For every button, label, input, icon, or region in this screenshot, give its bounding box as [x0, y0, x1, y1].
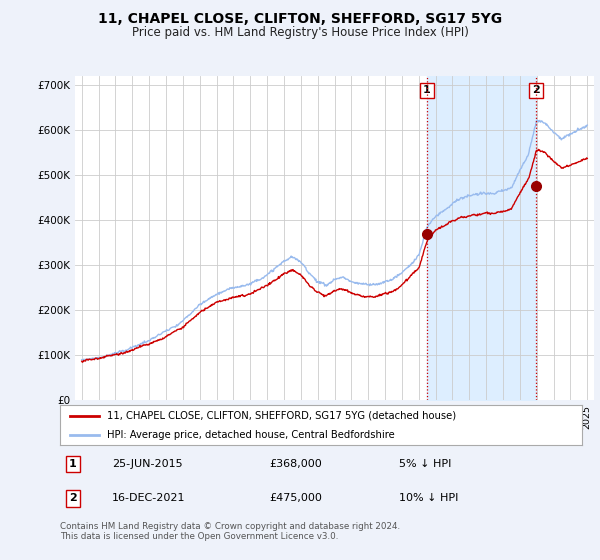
Text: £475,000: £475,000 [269, 493, 322, 503]
Text: 5% ↓ HPI: 5% ↓ HPI [400, 459, 452, 469]
Text: £368,000: £368,000 [269, 459, 322, 469]
Text: Price paid vs. HM Land Registry's House Price Index (HPI): Price paid vs. HM Land Registry's House … [131, 26, 469, 39]
Text: 25-JUN-2015: 25-JUN-2015 [112, 459, 183, 469]
Text: 16-DEC-2021: 16-DEC-2021 [112, 493, 186, 503]
Text: 1: 1 [69, 459, 77, 469]
Text: Contains HM Land Registry data © Crown copyright and database right 2024.
This d: Contains HM Land Registry data © Crown c… [60, 522, 400, 542]
Text: 10% ↓ HPI: 10% ↓ HPI [400, 493, 458, 503]
Text: 2: 2 [69, 493, 77, 503]
Text: 1: 1 [423, 85, 431, 95]
Text: 2: 2 [532, 85, 540, 95]
Text: HPI: Average price, detached house, Central Bedfordshire: HPI: Average price, detached house, Cent… [107, 430, 395, 440]
Text: 11, CHAPEL CLOSE, CLIFTON, SHEFFORD, SG17 5YG (detached house): 11, CHAPEL CLOSE, CLIFTON, SHEFFORD, SG1… [107, 411, 456, 421]
Text: 11, CHAPEL CLOSE, CLIFTON, SHEFFORD, SG17 5YG: 11, CHAPEL CLOSE, CLIFTON, SHEFFORD, SG1… [98, 12, 502, 26]
